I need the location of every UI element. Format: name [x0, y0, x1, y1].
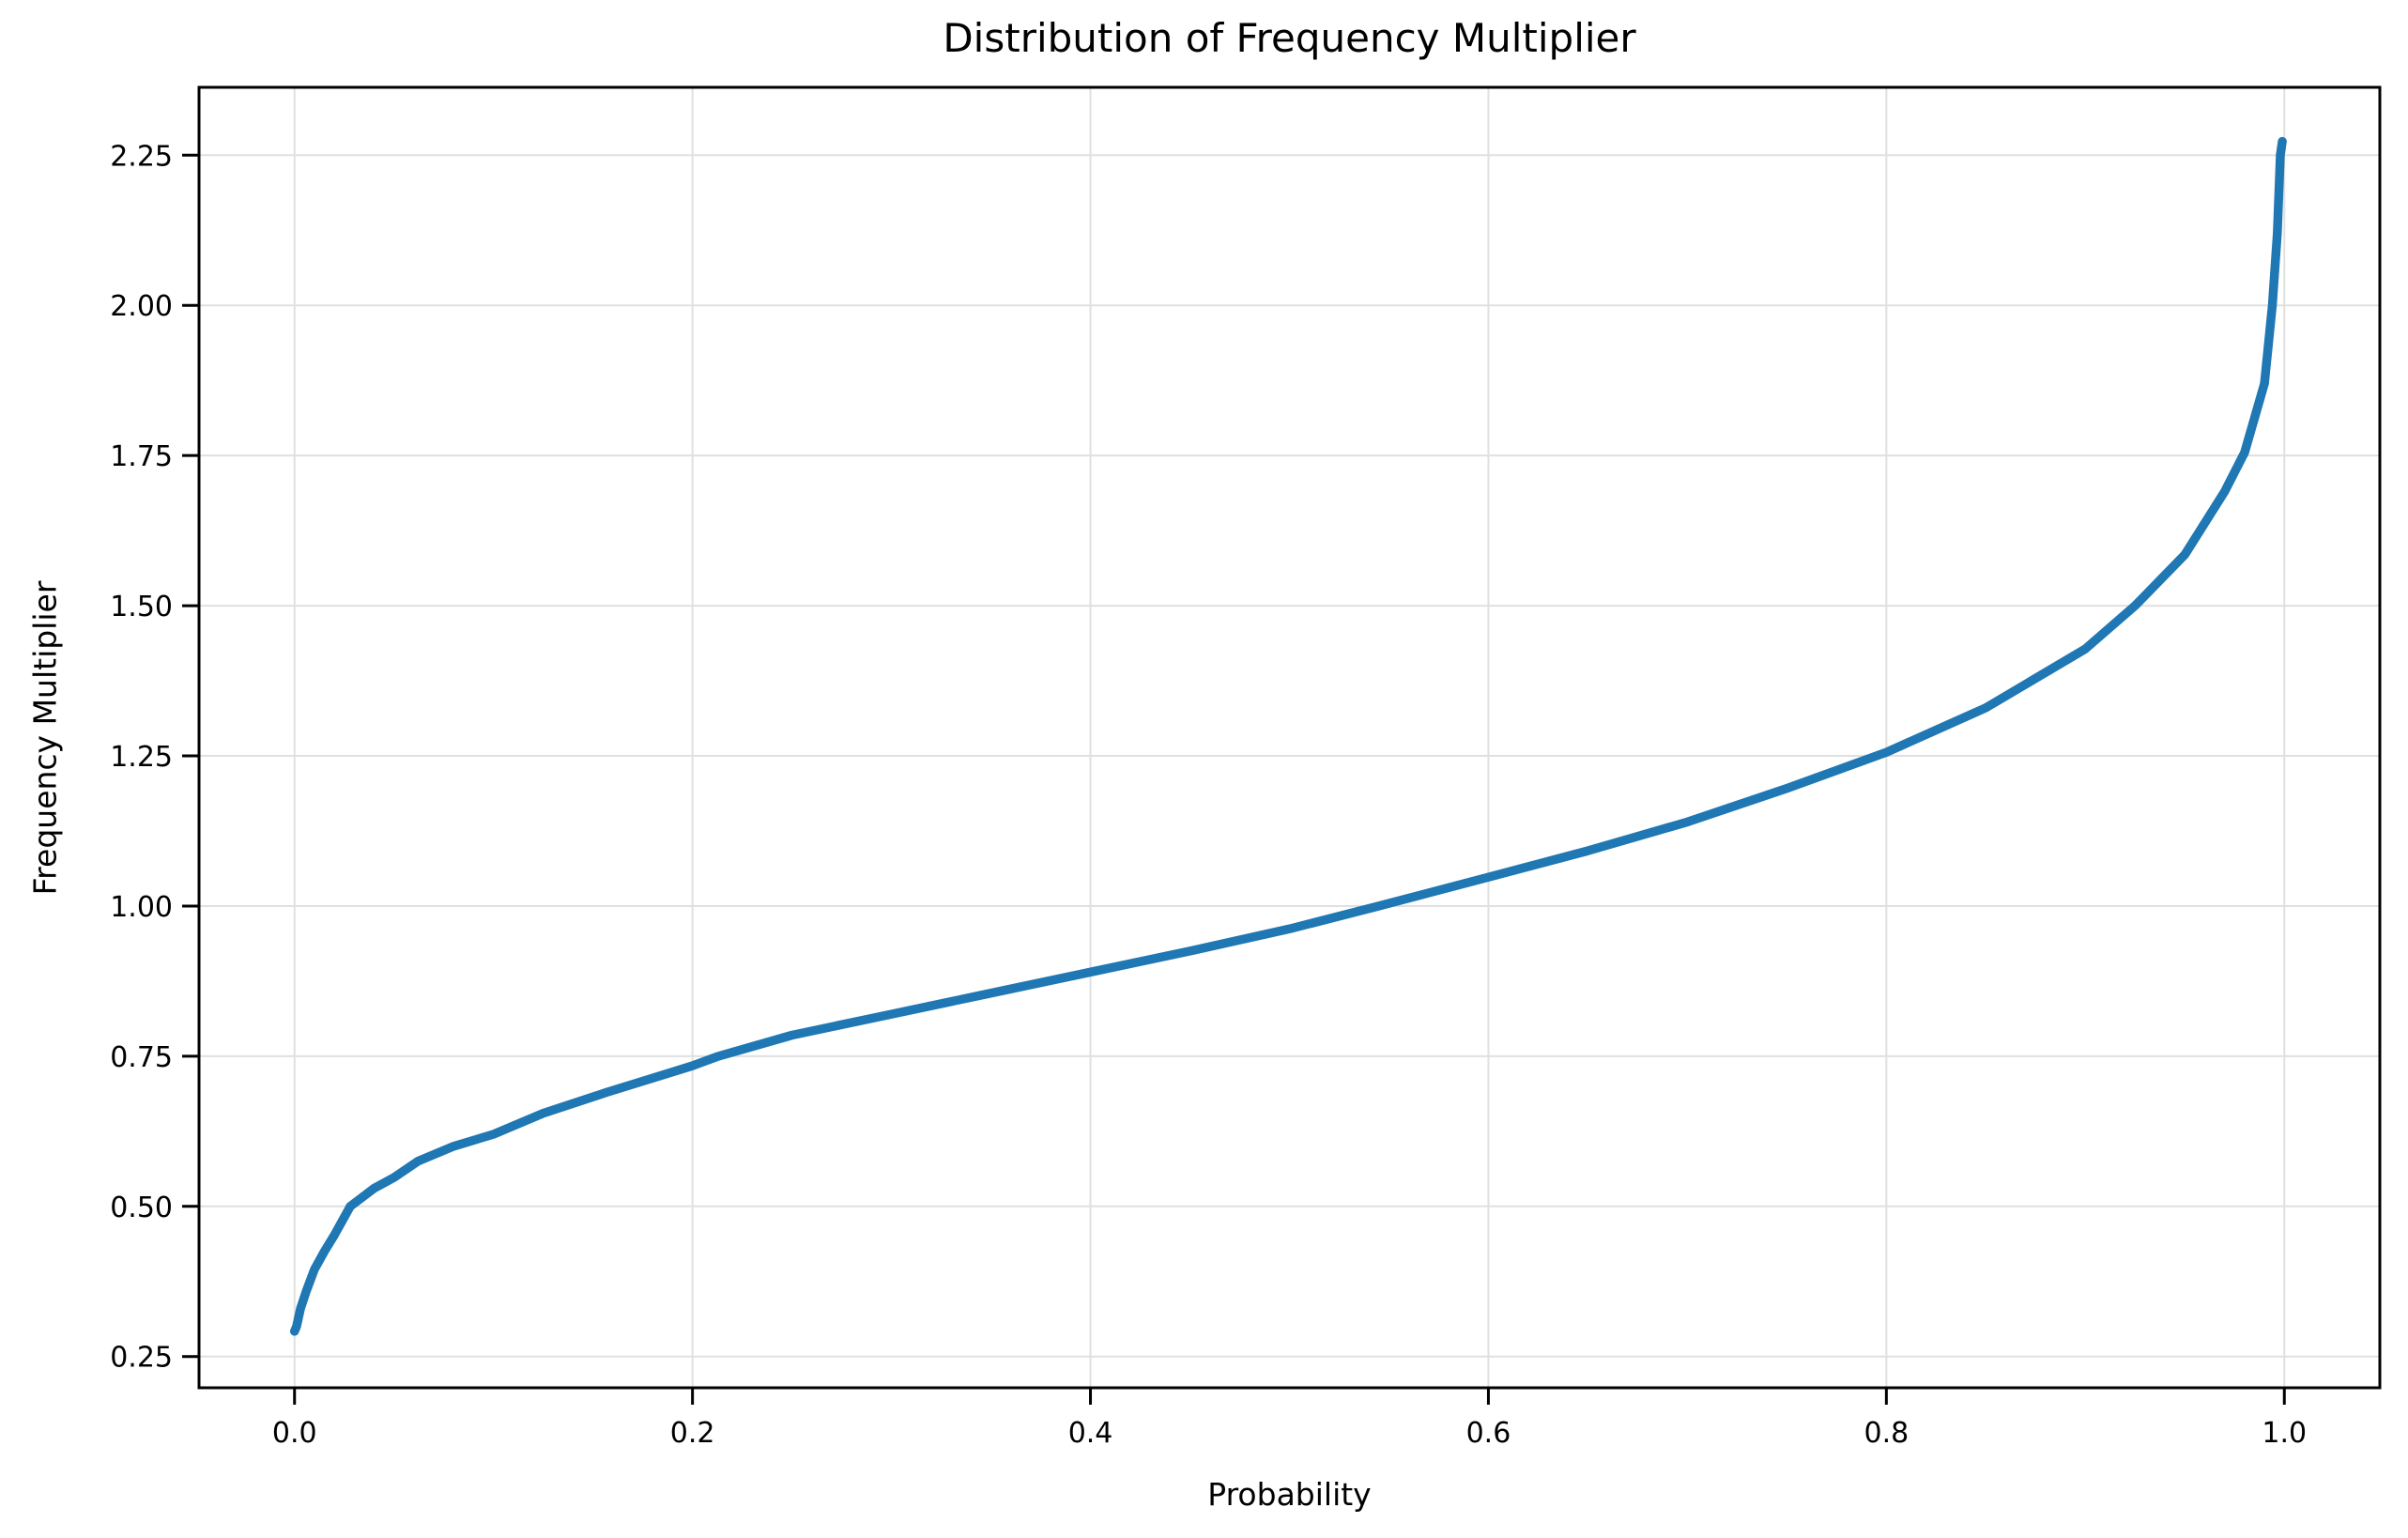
y-tick-label: 0.25 — [110, 1342, 173, 1375]
x-tick-label: 0.4 — [1068, 1417, 1113, 1450]
y-tick-label: 0.50 — [110, 1192, 173, 1224]
y-tick-label: 2.25 — [110, 140, 173, 173]
x-axis-label: Probability — [1207, 1476, 1372, 1513]
x-tick-label: 0.2 — [670, 1417, 715, 1450]
y-tick-label: 1.00 — [110, 891, 173, 924]
x-tick-label: 0.6 — [1466, 1417, 1511, 1450]
grid-lines — [199, 87, 2380, 1388]
y-axis-ticks: 0.25 0.50 0.75 1.00 1.25 1.50 1.75 2.00 2.25 — [110, 140, 199, 1375]
y-tick-label: 1.50 — [110, 591, 173, 623]
x-tick-label: 1.0 — [2262, 1417, 2307, 1450]
x-tick-label: 0.0 — [272, 1417, 317, 1450]
y-tick-label: 0.75 — [110, 1041, 173, 1074]
y-tick-label: 1.25 — [110, 741, 173, 774]
x-tick-label: 0.8 — [1864, 1417, 1909, 1450]
y-tick-label: 2.00 — [110, 290, 173, 323]
plot-border — [197, 85, 2382, 1390]
x-axis-ticks: 0.0 0.2 0.4 0.6 0.8 1.0 — [272, 1388, 2307, 1450]
y-axis-label: Frequency Multiplier — [26, 580, 64, 896]
y-tick-label: 1.75 — [110, 440, 173, 473]
series-line — [289, 136, 2287, 1336]
chart-title: Distribution of Frequency Multiplier — [943, 15, 1636, 61]
